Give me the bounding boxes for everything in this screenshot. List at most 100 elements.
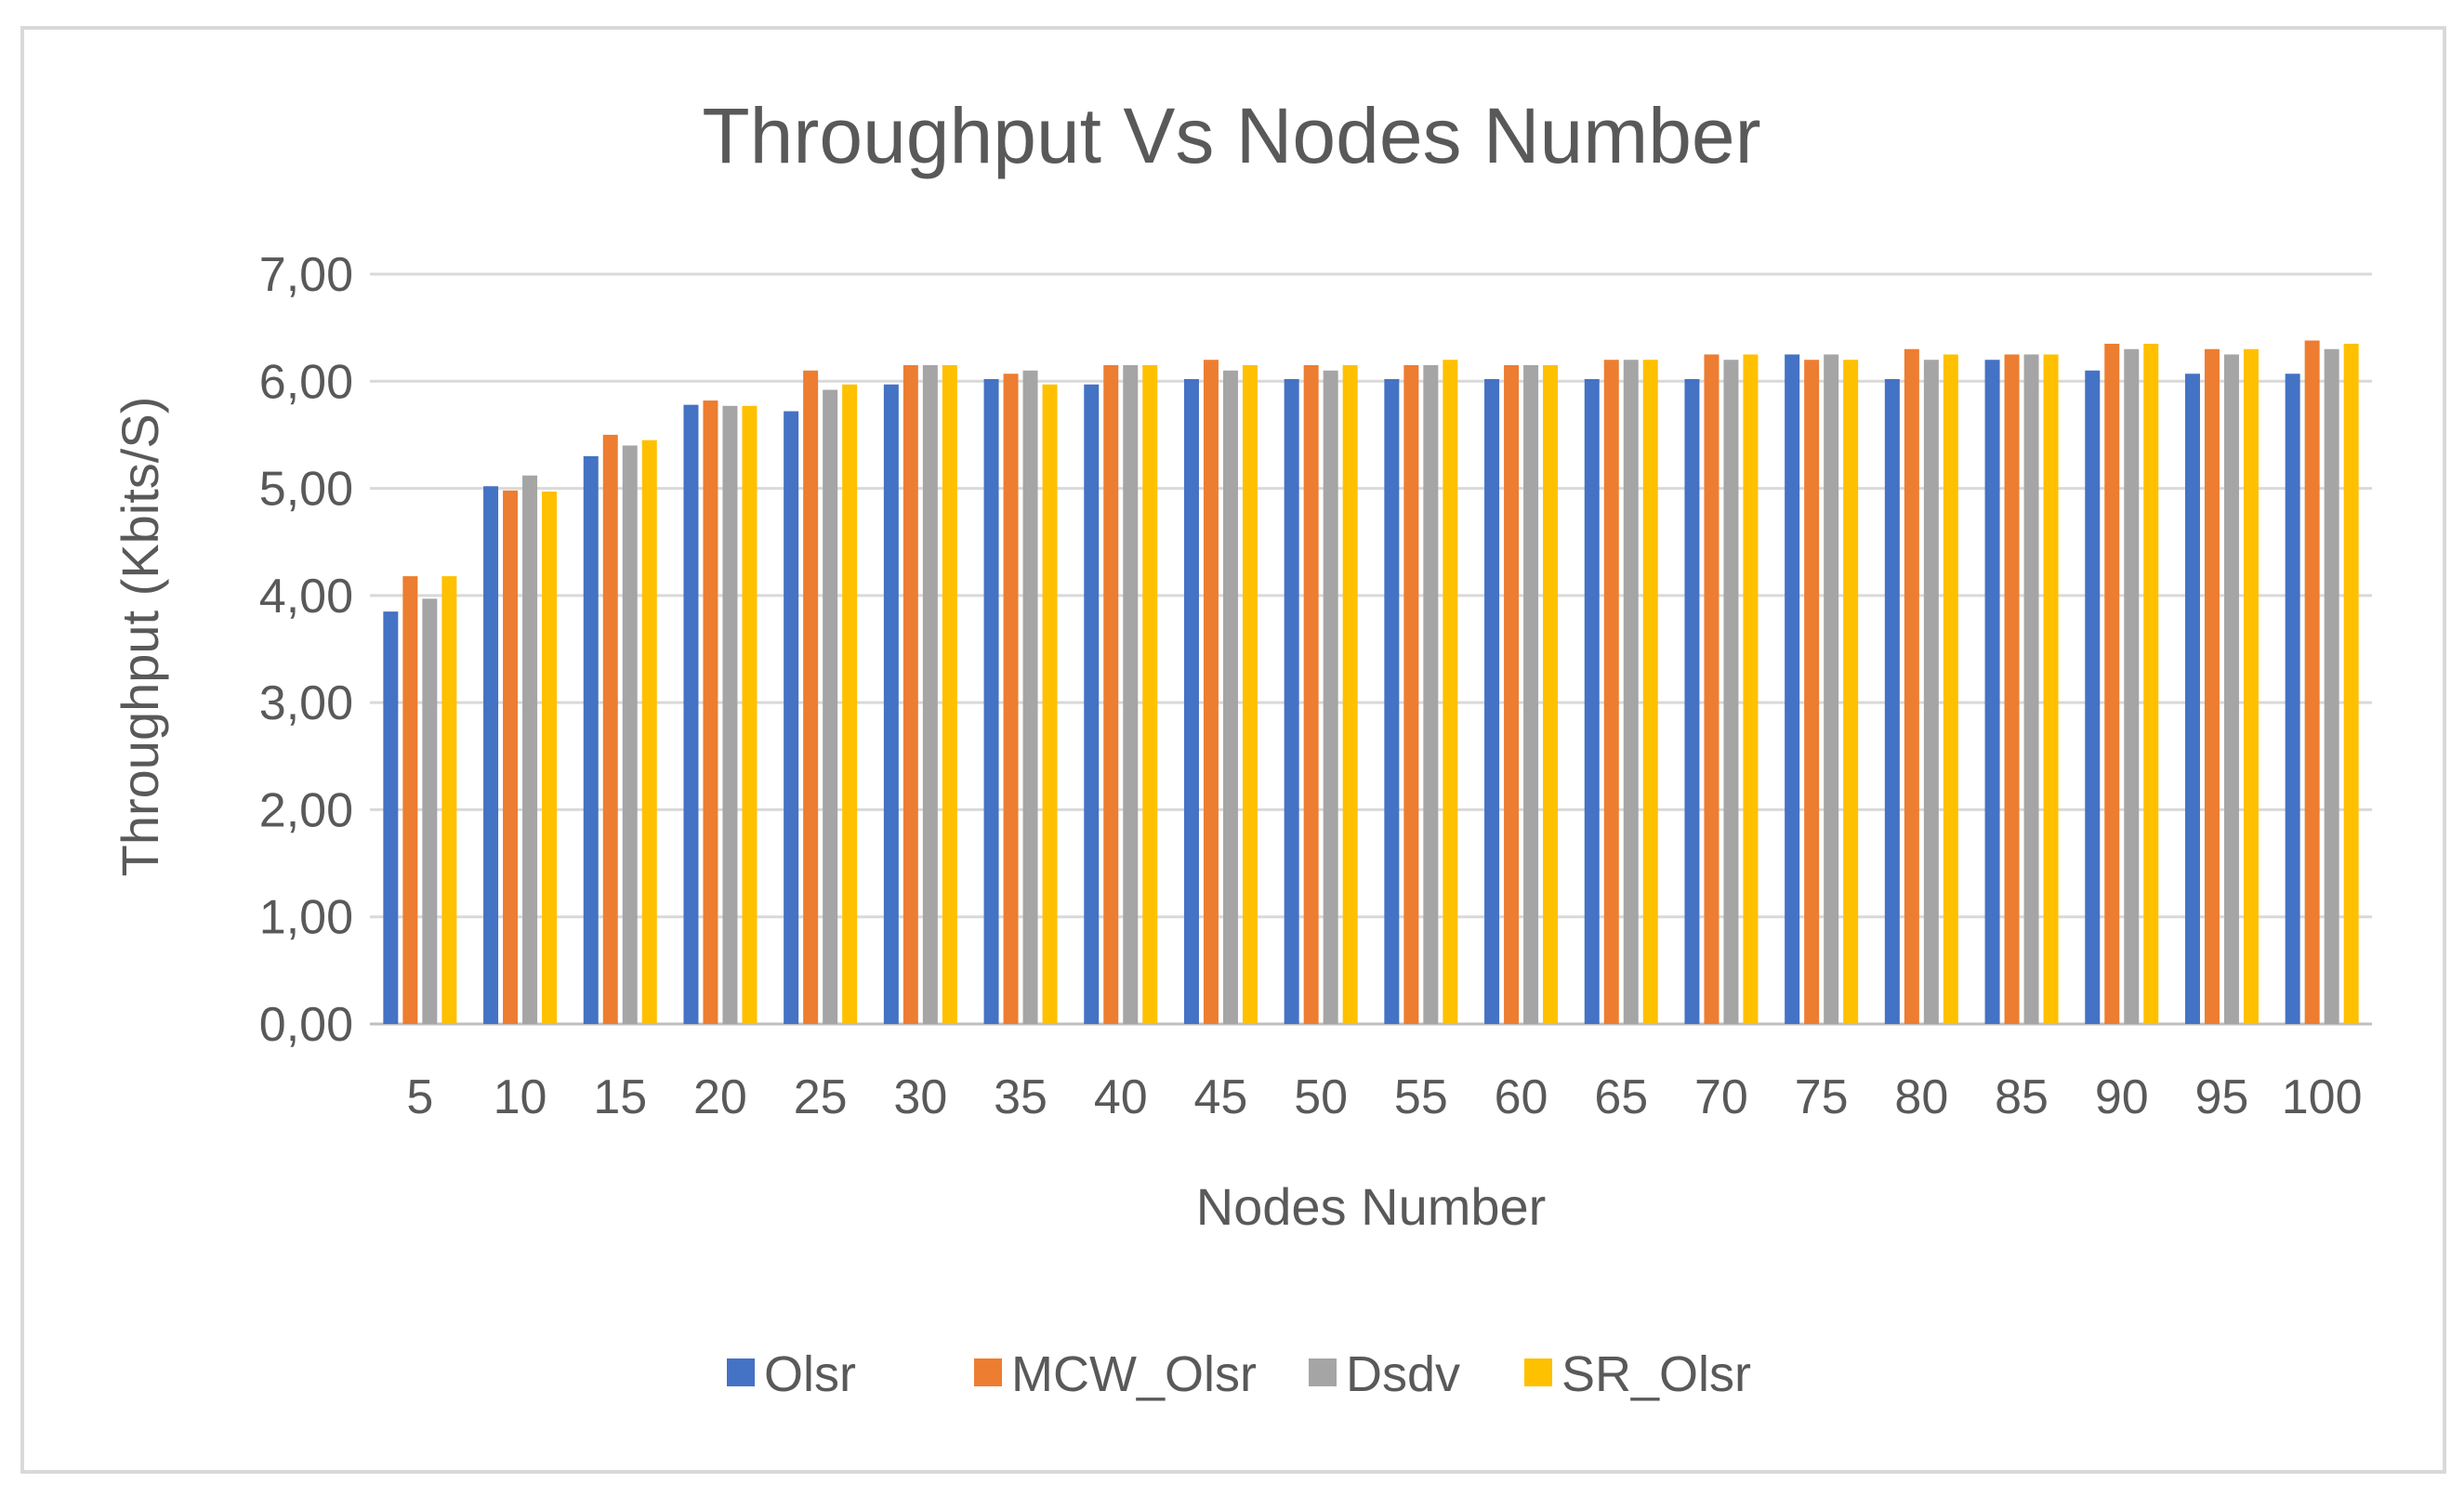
bar-sr_olsr-85 xyxy=(2043,354,2059,1024)
legend-label-sr_olsr: SR_Olsr xyxy=(1561,1346,1751,1402)
x-tick-label: 20 xyxy=(693,1070,747,1124)
bar-dsdv-100 xyxy=(2324,348,2339,1024)
bar-olsr-60 xyxy=(1484,378,1500,1025)
bar-sr_olsr-40 xyxy=(1142,364,1158,1024)
bar-dsdv-75 xyxy=(1824,354,1839,1024)
x-axis-title: Nodes Number xyxy=(1196,1177,1547,1236)
x-tick-label: 30 xyxy=(893,1070,947,1124)
chart-title: Throughput Vs Nodes Number xyxy=(702,92,1760,179)
bar-sr_olsr-65 xyxy=(1642,360,1658,1024)
bar-olsr-90 xyxy=(2085,370,2101,1024)
x-tick-label: 15 xyxy=(593,1070,647,1124)
legend-swatch-dsdv xyxy=(1309,1358,1337,1386)
legend-swatch-sr_olsr xyxy=(1524,1358,1552,1386)
y-axis-ticks: 0,00 1,00 2,00 3,00 4,00 5,00 6,00 7,00 xyxy=(259,248,353,1052)
bar-mcw_olsr-100 xyxy=(2304,340,2320,1024)
bar-sr_olsr-35 xyxy=(1042,384,1058,1025)
bar-dsdv-5 xyxy=(422,598,438,1024)
bar-sr_olsr-80 xyxy=(1943,354,1958,1024)
bar-sr_olsr-90 xyxy=(2143,343,2159,1025)
bar-mcw_olsr-40 xyxy=(1103,364,1119,1024)
bar-dsdv-35 xyxy=(1022,370,1038,1024)
bar-mcw_olsr-55 xyxy=(1403,364,1419,1024)
x-tick-label: 90 xyxy=(2095,1070,2149,1124)
bar-olsr-75 xyxy=(1785,354,1800,1024)
bar-mcw_olsr-35 xyxy=(1003,374,1019,1025)
bar-sr_olsr-55 xyxy=(1443,360,1458,1024)
bar-olsr-55 xyxy=(1384,378,1400,1025)
bar-sr_olsr-60 xyxy=(1543,364,1559,1024)
bar-mcw_olsr-25 xyxy=(803,370,819,1024)
legend-label-olsr: Olsr xyxy=(764,1346,856,1402)
x-tick-label: 70 xyxy=(1694,1070,1748,1124)
y-tick-label: 0,00 xyxy=(259,998,353,1052)
x-tick-label: 100 xyxy=(2282,1070,2363,1124)
x-tick-label: 75 xyxy=(1795,1070,1849,1124)
bar-mcw_olsr-85 xyxy=(2004,354,2020,1024)
bar-sr_olsr-10 xyxy=(542,492,558,1024)
bar-sr_olsr-70 xyxy=(1743,354,1759,1024)
bar-olsr-100 xyxy=(2285,374,2300,1025)
x-tick-label: 10 xyxy=(494,1070,547,1124)
bar-dsdv-95 xyxy=(2223,354,2239,1024)
x-axis-ticks: 5 10 15 20 25 30 35 40 45 50 55 60 65 70 75 80 85 90 95 100 xyxy=(406,1070,2362,1124)
bar-dsdv-20 xyxy=(722,405,738,1025)
legend: Olsr MCW_Olsr Dsdv SR_Olsr xyxy=(727,1346,1751,1402)
bar-olsr-15 xyxy=(583,455,599,1024)
bar-dsdv-45 xyxy=(1222,370,1238,1024)
bar-olsr-25 xyxy=(784,411,799,1025)
bar-mcw_olsr-90 xyxy=(2104,343,2120,1025)
x-tick-label: 85 xyxy=(1995,1070,2049,1124)
bar-dsdv-80 xyxy=(1923,360,1939,1024)
bar-sr_olsr-25 xyxy=(842,384,858,1025)
bar-olsr-5 xyxy=(383,611,399,1024)
bar-sr_olsr-20 xyxy=(742,405,758,1025)
bar-sr_olsr-100 xyxy=(2343,343,2359,1025)
bar-mcw_olsr-80 xyxy=(1904,348,1919,1024)
x-tick-label: 95 xyxy=(2195,1070,2249,1124)
legend-swatch-olsr xyxy=(727,1358,755,1386)
gridlines xyxy=(370,272,2372,1026)
bar-dsdv-85 xyxy=(2023,354,2039,1024)
bar-dsdv-30 xyxy=(922,364,938,1024)
bar-olsr-20 xyxy=(683,404,699,1024)
y-tick-label: 1,00 xyxy=(259,891,353,945)
x-tick-label: 35 xyxy=(994,1070,1048,1124)
bar-mcw_olsr-75 xyxy=(1804,360,1820,1024)
bar-olsr-30 xyxy=(883,384,899,1025)
bar-dsdv-70 xyxy=(1723,360,1739,1024)
legend-swatch-mcw_olsr xyxy=(974,1358,1002,1386)
bar-olsr-45 xyxy=(1183,378,1199,1025)
bar-sr_olsr-75 xyxy=(1843,360,1859,1024)
bar-dsdv-60 xyxy=(1523,364,1539,1024)
x-tick-label: 80 xyxy=(1894,1070,1948,1124)
y-axis-title: Throughput (Kbits/S) xyxy=(111,397,169,877)
x-tick-label: 25 xyxy=(794,1070,848,1124)
bar-dsdv-65 xyxy=(1623,360,1639,1024)
bar-olsr-65 xyxy=(1584,378,1600,1025)
bar-mcw_olsr-50 xyxy=(1303,364,1319,1024)
bar-sr_olsr-45 xyxy=(1242,364,1258,1024)
bar-olsr-70 xyxy=(1684,378,1700,1025)
bar-mcw_olsr-65 xyxy=(1603,360,1619,1024)
y-tick-label: 3,00 xyxy=(259,676,353,730)
x-tick-label: 60 xyxy=(1495,1070,1548,1124)
bar-mcw_olsr-95 xyxy=(2204,348,2220,1024)
bar-sr_olsr-30 xyxy=(942,364,957,1024)
bar-mcw_olsr-30 xyxy=(903,364,918,1024)
bar-sr_olsr-15 xyxy=(641,440,657,1024)
bar-sr_olsr-5 xyxy=(441,576,457,1024)
bar-sr_olsr-95 xyxy=(2243,348,2259,1024)
x-tick-label: 5 xyxy=(406,1070,433,1124)
bar-olsr-50 xyxy=(1284,378,1299,1025)
bar-mcw_olsr-15 xyxy=(602,434,618,1024)
bars xyxy=(383,340,2359,1025)
bar-olsr-35 xyxy=(983,378,999,1025)
y-tick-label: 5,00 xyxy=(259,463,353,517)
bar-olsr-10 xyxy=(483,486,499,1024)
y-tick-label: 2,00 xyxy=(259,783,353,837)
bar-dsdv-25 xyxy=(823,389,838,1025)
bar-dsdv-55 xyxy=(1423,364,1439,1024)
bar-mcw_olsr-20 xyxy=(703,400,718,1025)
